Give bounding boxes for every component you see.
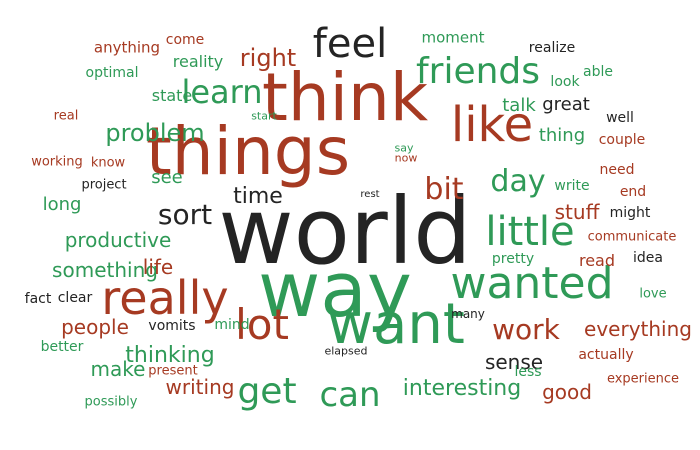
word-people: people: [61, 315, 129, 339]
word-feel: feel: [312, 21, 388, 67]
word-rest: rest: [360, 189, 380, 200]
word-realize: realize: [528, 40, 576, 56]
word-elapsed: elapsed: [324, 344, 368, 358]
word-moment: moment: [421, 28, 485, 47]
word-work: work: [492, 313, 560, 346]
word-productive: productive: [64, 228, 172, 252]
word-bit: bit: [424, 172, 464, 207]
word-get: get: [237, 371, 297, 412]
word-love: love: [639, 286, 667, 302]
word-experience: experience: [606, 371, 680, 387]
word-good: good: [542, 380, 592, 404]
word-pretty: pretty: [491, 251, 535, 267]
word-end: end: [619, 184, 647, 200]
word-everything: everything: [584, 317, 692, 341]
word-think: think: [261, 59, 429, 136]
word-able: able: [583, 64, 613, 80]
word-present: present: [148, 363, 198, 379]
word-communicate: communicate: [587, 229, 677, 245]
word-come: come: [165, 32, 205, 48]
word-possibly: possibly: [84, 394, 138, 410]
word-life: life: [142, 255, 174, 279]
word-many: many: [451, 307, 485, 321]
word-actually: actually: [578, 347, 634, 363]
word-great: great: [542, 94, 590, 115]
word-lot: lot: [235, 300, 289, 349]
word-see: see: [151, 167, 183, 188]
word-real: real: [53, 108, 79, 124]
word-state: state: [151, 86, 193, 105]
word-anything: anything: [93, 38, 161, 57]
word-make: make: [90, 357, 146, 381]
word-start: start: [251, 109, 277, 123]
word-world: world: [218, 178, 472, 285]
word-look: look: [550, 74, 580, 90]
word-really: really: [101, 271, 229, 325]
word-interesting: interesting: [402, 376, 522, 401]
word-time: time: [233, 184, 283, 209]
word-can: can: [319, 375, 381, 415]
word-something: something: [52, 258, 158, 282]
word-write: write: [554, 178, 590, 194]
word-couple: couple: [598, 132, 646, 148]
word-wanted: wanted: [450, 258, 614, 309]
word-might: might: [609, 205, 651, 221]
word-right: right: [239, 44, 297, 72]
word-read: read: [578, 251, 616, 270]
word-learn: learn: [181, 73, 263, 111]
word-now: now: [394, 151, 418, 165]
word-less: less: [514, 364, 542, 380]
word-things: things: [145, 113, 351, 190]
word-optimal: optimal: [85, 65, 139, 81]
word-clear: clear: [57, 290, 93, 306]
word-reality: reality: [172, 52, 224, 71]
word-vomits: vomits: [148, 318, 196, 334]
word-thing: thing: [538, 125, 586, 146]
word-thinking: thinking: [125, 343, 215, 368]
word-problem: problem: [105, 119, 205, 147]
word-better: better: [40, 339, 84, 355]
word-idea: idea: [633, 250, 663, 266]
word-need: need: [599, 162, 635, 178]
word-day: day: [490, 164, 546, 199]
word-sense: sense: [484, 350, 544, 374]
word-friends: friends: [415, 51, 541, 92]
word-talk: talk: [502, 95, 536, 116]
word-long: long: [42, 194, 82, 215]
word-way: way: [258, 245, 412, 334]
word-sort: sort: [157, 198, 213, 231]
word-fact: fact: [24, 291, 52, 307]
word-stuff: stuff: [554, 200, 600, 224]
word-little: little: [485, 209, 575, 255]
word-mind: mind: [214, 317, 250, 333]
word-want: want: [327, 292, 465, 357]
word-know: know: [90, 155, 126, 171]
word-writing: writing: [165, 375, 235, 399]
word-well: well: [606, 110, 634, 126]
word-project: project: [81, 177, 127, 193]
word-working: working: [31, 154, 83, 170]
word-like: like: [450, 97, 534, 153]
word-say: say: [394, 141, 414, 155]
